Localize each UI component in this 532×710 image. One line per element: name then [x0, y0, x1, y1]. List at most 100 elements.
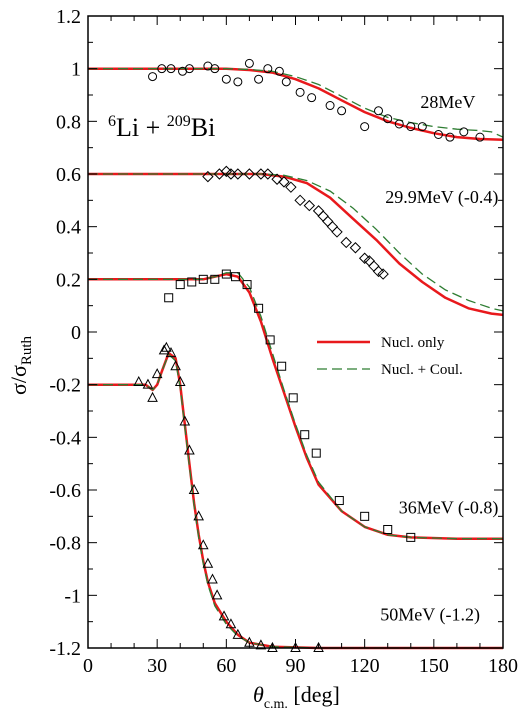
data-point-diamond: [271, 173, 283, 185]
data-point-square: [221, 269, 231, 279]
data-point-triangle: [179, 415, 191, 426]
data-point-diamond: [243, 168, 256, 180]
data-point-square: [254, 303, 264, 313]
y-tick-label: -1: [64, 585, 81, 607]
data-point-circle: [166, 64, 176, 74]
data-point-diamond: [232, 168, 244, 180]
title-sup-1: 6: [108, 113, 116, 130]
data-point-circle: [325, 101, 335, 111]
series-label: 29.9MeV (-0.4): [385, 187, 498, 208]
data-point-diamond: [326, 220, 339, 233]
data-point-circle: [337, 106, 347, 116]
data-point-square: [265, 335, 275, 345]
data-point-square: [242, 280, 252, 290]
data-point-triangle: [170, 360, 181, 371]
y-tick-label: 1.2: [56, 6, 81, 28]
data-point-triangle: [184, 444, 195, 455]
data-point-triangle: [133, 375, 145, 387]
series-label: 28MeV: [420, 92, 475, 112]
data-point-square: [311, 448, 321, 458]
title-base-2: Bi: [191, 113, 216, 142]
data-point-square: [300, 430, 310, 440]
y-tick-label: -0.4: [49, 427, 81, 449]
y-tick-label: -0.2: [49, 375, 81, 397]
data-point-diamond: [322, 215, 334, 228]
data-point-triangle: [207, 573, 218, 584]
series-label: 36MeV (-0.8): [399, 498, 499, 519]
data-point-triangle: [158, 344, 170, 355]
x-tick-label: 180: [488, 655, 518, 677]
data-point-triangle: [142, 378, 154, 389]
data-point-triangle: [225, 618, 237, 629]
data-point-diamond: [340, 236, 352, 249]
data-point-circle: [254, 74, 264, 84]
data-point-circle: [263, 64, 273, 74]
data-point-triangle: [147, 391, 158, 402]
y-tick-label: 0: [71, 322, 81, 344]
data-point-diamond: [377, 268, 389, 280]
x-tick-label: 120: [350, 655, 380, 677]
y-tick-label: 0.8: [56, 111, 81, 133]
data-point-circle: [445, 132, 455, 142]
data-point-circle: [374, 106, 383, 116]
x-axis-title: θc.m. [deg]: [253, 682, 340, 710]
data-point-circle: [307, 93, 317, 103]
data-point-diamond: [317, 210, 329, 222]
data-point-circle: [295, 87, 305, 97]
data-point-circle: [274, 66, 284, 76]
data-point-circle: [221, 74, 231, 84]
data-point-circle: [394, 119, 404, 129]
curve-nucl-coul-0: [88, 68, 504, 138]
data-point-square: [198, 274, 208, 284]
data-point-circle: [360, 122, 370, 132]
y-tick-label: -0.6: [49, 480, 81, 502]
data-point-circle: [459, 127, 469, 137]
model-curves: [88, 67, 504, 650]
x-axis-title-theta: θ: [253, 682, 264, 707]
data-point-circle: [433, 130, 443, 139]
data-point-square: [277, 361, 287, 371]
data-point-square: [187, 277, 197, 287]
data-point-square: [406, 532, 416, 542]
data-point-circle: [233, 77, 243, 87]
y-tick-label: 0.2: [56, 269, 81, 291]
curve-nucl-coul-2: [88, 272, 503, 540]
legend-label-nucl: Nucl. only: [381, 335, 445, 351]
data-point-diamond: [285, 181, 297, 193]
data-point-diamond: [312, 205, 325, 217]
y-axis-title-main: σ/σ: [6, 365, 31, 395]
data-point-diamond: [262, 168, 274, 180]
data-point-circle: [184, 64, 194, 74]
data-point-circle: [475, 132, 485, 142]
data-point-circle: [244, 58, 254, 68]
title-base-1: Li +: [116, 113, 167, 142]
data-point-triangle: [174, 375, 186, 387]
data-point-diamond: [368, 260, 380, 272]
curve-nucl-coul-3: [88, 353, 503, 649]
data-point-triangle: [193, 510, 204, 521]
data-point-triangle: [232, 628, 244, 639]
series-labels: 28MeV 29.9MeV (-0.4) 36MeV (-0.8) 50MeV (-1…: [380, 92, 498, 625]
curve-nucl-coul-1: [88, 173, 504, 312]
data-point-square: [210, 274, 220, 284]
data-point-square: [360, 511, 370, 521]
data-point-square: [231, 272, 241, 282]
tick-labels: 0 30 60 90 120 150 180 1.2 1 0.8 0.6 0.4 0.2 0 -0.2 -0.…: [49, 6, 518, 677]
data-point-diamond: [349, 242, 362, 254]
legend: Nucl. only Nucl. + Coul.: [317, 335, 463, 378]
data-point-square: [164, 293, 174, 303]
x-tick-label: 90: [286, 655, 306, 677]
data-point-triangle: [188, 483, 200, 494]
data-point-diamond: [331, 226, 343, 238]
y-tick-label: -0.8: [49, 533, 81, 555]
data-point-triangle: [161, 341, 172, 352]
data-point-circle: [281, 77, 291, 87]
data-point-square: [383, 525, 393, 534]
data-point-diamond: [294, 194, 306, 207]
experimental-data-points: [133, 58, 485, 652]
y-axis-title: σ/σRuth: [6, 335, 35, 395]
data-point-circle: [148, 72, 158, 82]
x-axis-title-rest: [deg]: [288, 682, 340, 707]
series-label: 50MeV (-1.2): [380, 604, 480, 625]
